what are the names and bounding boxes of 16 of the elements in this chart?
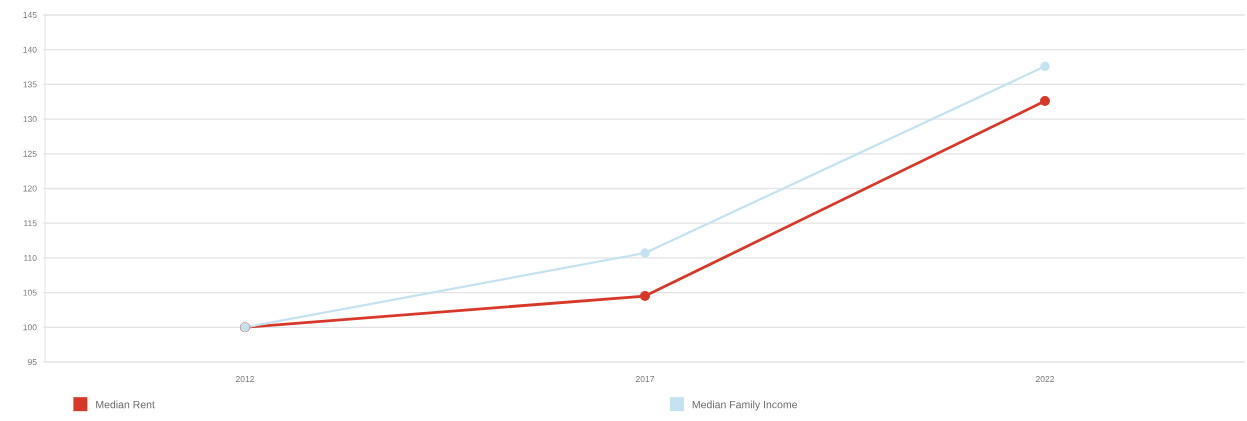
y-tick-label: 135 [23, 81, 37, 88]
y-tick-label: 130 [23, 116, 37, 123]
y-tick-label: 95 [27, 358, 37, 365]
x-tick-label: 2017 [635, 376, 655, 383]
y-tick-label: 115 [24, 220, 37, 227]
y-tick-label: 145 [23, 12, 37, 18]
y-tick-label: 105 [23, 289, 37, 296]
y-tick-label: 100 [23, 324, 37, 331]
legend-label: Median Family Income [692, 400, 798, 411]
y-tick-label: 140 [23, 46, 37, 53]
x-tick-label: 2022 [1035, 376, 1055, 383]
legend-label: Median Rent [96, 400, 155, 409]
y-tick-label: 110 [24, 254, 37, 261]
x-tick-label: 2012 [235, 376, 255, 383]
y-tick-label: 125 [23, 150, 37, 157]
y-tick-label: 120 [23, 185, 37, 192]
